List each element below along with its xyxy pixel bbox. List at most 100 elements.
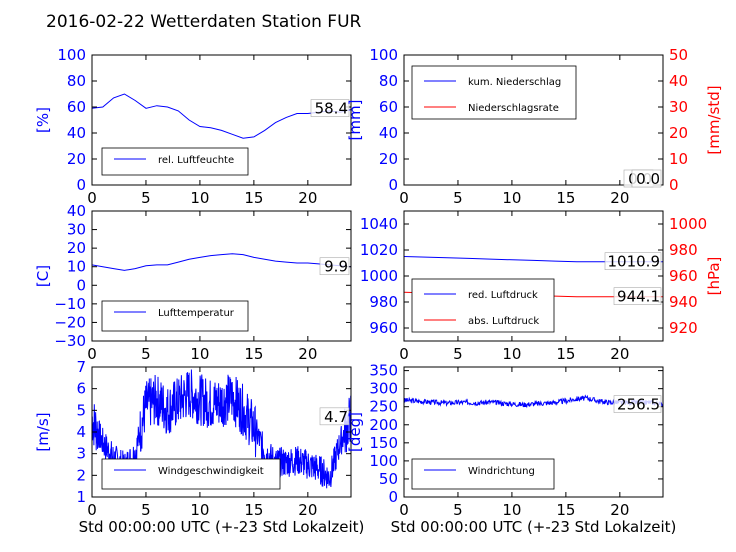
x-tick-label: 15 bbox=[556, 501, 575, 519]
y-tick-label: 40 bbox=[67, 202, 86, 220]
y-tick-label: 250 bbox=[369, 398, 398, 416]
y-tick-label: 4 bbox=[76, 423, 86, 441]
y-tick-label: 0 bbox=[76, 276, 86, 294]
x-tick-label: 5 bbox=[453, 501, 463, 519]
x-tick-label: 5 bbox=[453, 345, 463, 363]
x-axis-label: Std 00:00:00 UTC (+-23 Std Lokalzeit) bbox=[79, 518, 365, 536]
x-tick-label: 10 bbox=[190, 189, 209, 207]
y2-tick-label: 960 bbox=[669, 267, 698, 285]
y-axis-label: [deg] bbox=[346, 412, 364, 452]
y2-tick-label: 20 bbox=[669, 124, 688, 142]
legend-box bbox=[411, 65, 577, 120]
x-tick-label: 5 bbox=[141, 189, 151, 207]
x-tick-label: 15 bbox=[244, 345, 263, 363]
legend-label-1: abs. Luftdruck bbox=[468, 316, 539, 327]
legend-box bbox=[411, 278, 555, 333]
value-label-box bbox=[604, 252, 662, 270]
y-tick-label: 1000 bbox=[360, 267, 398, 285]
x-tick-label: 15 bbox=[244, 501, 263, 519]
plot-frame bbox=[403, 366, 664, 498]
y2-tick-label: 940 bbox=[669, 293, 698, 311]
x-axis-label: Std 00:00:00 UTC (+-23 Std Lokalzeit) bbox=[391, 518, 677, 536]
y-tick-label: 980 bbox=[369, 293, 398, 311]
x-tick-label: 10 bbox=[502, 345, 521, 363]
value-label-box bbox=[613, 287, 662, 305]
plot-frame bbox=[91, 54, 352, 186]
y2-tick-label: 1000 bbox=[669, 215, 707, 233]
panel-precipitation: 0 5 10 15 20 0 20 40 60 80 100 [mm] 0 10 20 30 40 50 [mm/s… bbox=[346, 46, 723, 207]
x-tick-label: 0 bbox=[399, 345, 409, 363]
value-label: 0.0 bbox=[636, 170, 660, 188]
legend-box bbox=[101, 300, 249, 332]
legend-label-0: kum. Niederschlag bbox=[468, 77, 561, 88]
x-tick-label: 5 bbox=[453, 189, 463, 207]
y-tick-label: −30 bbox=[54, 332, 86, 350]
y2-tick-label: 50 bbox=[669, 46, 688, 64]
x-tick-label: 0 bbox=[399, 189, 409, 207]
legend-box bbox=[101, 458, 281, 490]
y-tick-label: 20 bbox=[379, 150, 398, 168]
value-label-box bbox=[631, 169, 662, 188]
y-tick-label: 40 bbox=[379, 124, 398, 142]
value-label-box bbox=[613, 395, 662, 413]
y-tick-label: 30 bbox=[67, 221, 86, 239]
x-tick-label: 5 bbox=[141, 501, 151, 519]
legend-label-0: red. Luftdruck bbox=[468, 290, 538, 301]
value-label-box bbox=[310, 99, 350, 117]
series-line-0 bbox=[92, 93, 351, 139]
y-tick-label: 200 bbox=[369, 416, 398, 434]
legend-label-0: Windrichtung bbox=[468, 466, 535, 477]
legend-label-0: Lufttemperatur bbox=[158, 308, 235, 319]
y-tick-label: 60 bbox=[67, 98, 86, 116]
x-tick-label: 5 bbox=[141, 345, 151, 363]
x-tick-label: 20 bbox=[610, 189, 629, 207]
value-label: 944.1 bbox=[617, 288, 660, 306]
value-label: 256.5 bbox=[617, 396, 660, 414]
y2-axis-label: [hPa] bbox=[705, 257, 723, 296]
y-tick-label: 0 bbox=[76, 176, 86, 194]
x-tick-label: 0 bbox=[87, 189, 97, 207]
y2-tick-label: 0 bbox=[669, 176, 679, 194]
x-tick-label: 20 bbox=[610, 345, 629, 363]
legend-label-0: Windgeschwindigkeit bbox=[158, 466, 264, 477]
y-tick-label: 60 bbox=[379, 98, 398, 116]
y-tick-label: 1020 bbox=[360, 241, 398, 259]
x-tick-label: 20 bbox=[610, 501, 629, 519]
x-tick-label: 15 bbox=[244, 189, 263, 207]
x-tick-label: 20 bbox=[298, 345, 317, 363]
y-tick-label: −20 bbox=[54, 313, 86, 331]
legend-box bbox=[101, 147, 249, 176]
y-tick-label: 3 bbox=[76, 445, 86, 463]
x-tick-label: 10 bbox=[502, 189, 521, 207]
y-tick-label: 100 bbox=[369, 452, 398, 470]
y-tick-label: −10 bbox=[54, 295, 86, 313]
plot-frame bbox=[91, 210, 352, 342]
x-tick-label: 10 bbox=[190, 501, 209, 519]
y-tick-label: 20 bbox=[67, 150, 86, 168]
panel-humidity: 0 5 10 15 20 0 20 40 60 80 100 [%] 58.4 rel. Luftfeuc… bbox=[34, 46, 352, 207]
x-tick-label: 0 bbox=[399, 501, 409, 519]
y-tick-label: 0 bbox=[388, 176, 398, 194]
y2-tick-label: 920 bbox=[669, 319, 698, 337]
y-tick-label: 10 bbox=[67, 258, 86, 276]
y-tick-label: 5 bbox=[76, 401, 86, 419]
y-tick-label: 80 bbox=[379, 72, 398, 90]
y-axis-label: [mm] bbox=[346, 100, 364, 141]
y-tick-label: 100 bbox=[369, 46, 398, 64]
x-tick-label: 15 bbox=[556, 189, 575, 207]
y-axis-label: [m/s] bbox=[34, 412, 52, 451]
value-label: 1010.9 bbox=[608, 253, 661, 271]
series-line-0 bbox=[92, 253, 351, 271]
y-tick-label: 0 bbox=[388, 488, 398, 506]
x-tick-label: 10 bbox=[502, 501, 521, 519]
y-tick-label: 100 bbox=[57, 46, 86, 64]
y-tick-label: 40 bbox=[67, 124, 86, 142]
legend-label-1: Niederschlagsrate bbox=[468, 103, 559, 114]
y-tick-label: 50 bbox=[379, 470, 398, 488]
y-tick-label: 960 bbox=[369, 319, 398, 337]
value-label: 58.4 bbox=[315, 100, 348, 118]
y2-tick-label: 40 bbox=[669, 72, 688, 90]
